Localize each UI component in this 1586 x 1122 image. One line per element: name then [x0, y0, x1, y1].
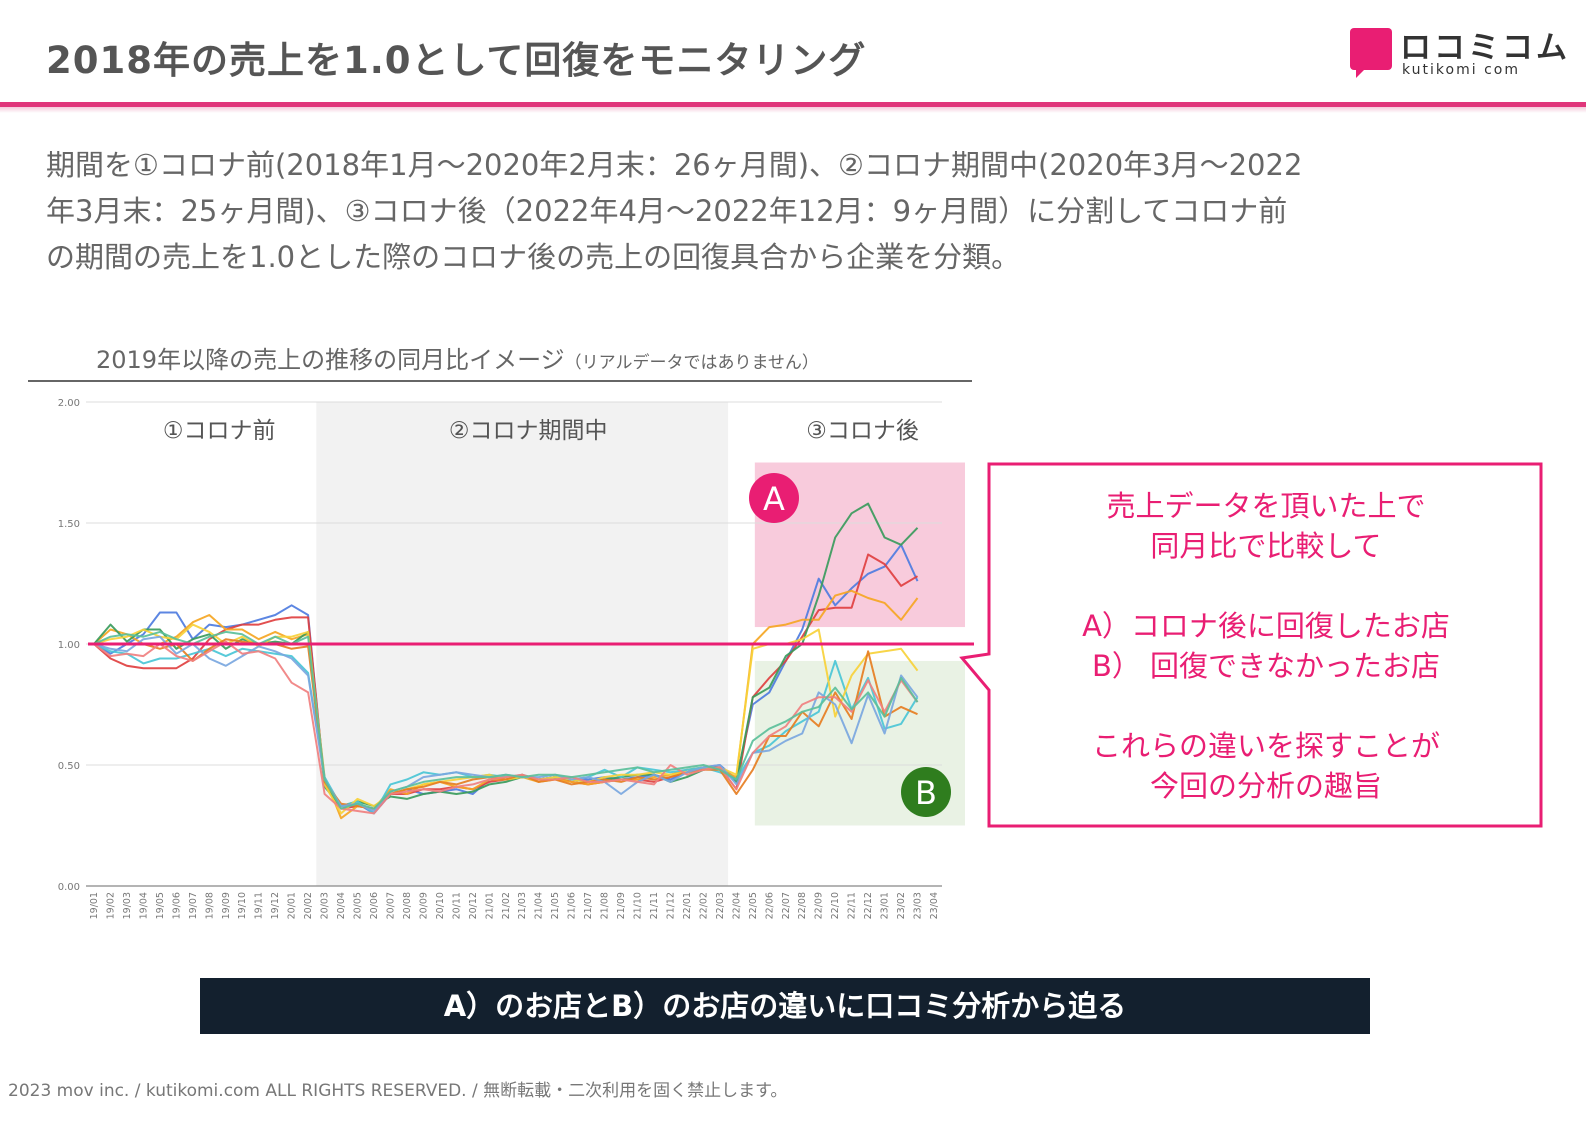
x-tick-label: 23/01 [880, 892, 891, 919]
intro-line: 期間を①コロナ前(2018年1月〜2020年2月末：26ヶ月間)、②コロナ期間中… [46, 148, 1303, 182]
intro-text: 期間を①コロナ前(2018年1月〜2020年2月末：26ヶ月間)、②コロナ期間中… [46, 142, 1486, 280]
period-label: ②コロナ期間中 [449, 418, 608, 444]
x-tick-label: 21/07 [583, 892, 594, 919]
x-tick-label: 22/03 [715, 892, 726, 919]
x-tick-label: 22/07 [781, 892, 792, 919]
series-line [93, 630, 919, 810]
x-tick-label: 19/11 [254, 892, 265, 919]
intro-line: 年3月末：25ヶ月間)、③コロナ後（2022年4月〜2022年12月：9ヶ月間）… [46, 194, 1288, 228]
x-tick-label: 20/11 [451, 892, 462, 919]
x-tick-label: 19/07 [188, 892, 199, 919]
x-tick-label: 21/03 [517, 892, 528, 919]
x-tick-label: 20/05 [353, 892, 364, 919]
x-tick-label: 20/10 [435, 892, 446, 919]
x-tick-label: 21/10 [633, 892, 644, 919]
header-divider [0, 102, 1586, 107]
x-tick-label: 20/06 [369, 892, 380, 919]
speech-bubble-tail [1356, 68, 1366, 78]
x-tick-label: 19/02 [105, 892, 116, 919]
chart-title-underline [28, 380, 972, 382]
x-tick-label: 19/01 [89, 892, 100, 919]
x-tick-label: 21/12 [665, 892, 676, 919]
y-tick-label: 1.00 [58, 640, 80, 651]
x-tick-label: 20/09 [418, 892, 429, 919]
x-tick-label: 20/07 [385, 892, 396, 919]
callout-line: B） 回復できなかったお店 [1091, 649, 1441, 683]
page-title: 2018年の売上を1.0として回復をモニタリング [46, 39, 867, 82]
callout-line: 同月比で比較して [1150, 529, 1382, 563]
period-label: ③コロナ後 [806, 418, 919, 444]
brand-logo[interactable]: ロコミコム kutikomi com [1350, 24, 1570, 84]
x-tick-label: 21/05 [550, 892, 561, 919]
x-tick-label: 19/08 [204, 892, 215, 919]
x-tick-label: 21/09 [616, 892, 627, 919]
x-tick-label: 19/04 [138, 892, 149, 919]
y-tick-label: 1.50 [58, 519, 80, 530]
x-tick-label: 22/06 [764, 892, 775, 919]
x-tick-label: 20/08 [402, 892, 413, 919]
group-a-label: A [763, 480, 785, 518]
x-tick-label: 22/11 [847, 892, 858, 919]
x-tick-label: 22/09 [814, 892, 825, 919]
callout-line: A）コロナ後に回復したお店 [1082, 609, 1450, 643]
x-tick-label: 21/11 [649, 892, 660, 919]
footer-copyright: 2023 mov inc. / kutikomi.com ALL RIGHTS … [8, 1081, 788, 1101]
x-tick-label: 22/12 [863, 892, 874, 919]
x-tick-label: 22/02 [698, 892, 709, 919]
x-tick-label: 22/05 [748, 892, 759, 919]
x-tick-label: 21/08 [600, 892, 611, 919]
intro-line: の期間の売上を1.0とした際のコロナ後の売上の回復具合から企業を分類。 [46, 240, 1021, 274]
callout-line: 売上データを頂いた上で [1106, 489, 1426, 523]
callout-text: 売上データを頂いた上で 同月比で比較して A）コロナ後に回復したお店 B） 回復… [996, 486, 1536, 806]
callout-line: 今回の分析の趣旨 [1149, 769, 1382, 803]
x-tick-label: 19/03 [122, 892, 133, 919]
x-tick-label: 19/10 [237, 892, 248, 919]
x-tick-label: 20/04 [336, 892, 347, 919]
logo-subtext: kutikomi com [1402, 62, 1520, 78]
x-tick-label: 22/01 [682, 892, 693, 919]
x-tick-label: 21/02 [501, 892, 512, 919]
y-tick-label: 0.50 [58, 761, 80, 772]
x-tick-label: 23/03 [913, 892, 924, 919]
x-tick-label: 22/10 [830, 892, 841, 919]
group-b-marker [901, 767, 951, 817]
callout-line: これらの違いを探すことが [1091, 729, 1440, 763]
x-tick-label: 20/01 [287, 892, 298, 919]
x-tick-label: 22/08 [797, 892, 808, 919]
callout-box [959, 462, 1543, 828]
group-b-label: B [915, 774, 937, 812]
series-line [93, 640, 919, 815]
period-label: ①コロナ前 [163, 418, 276, 444]
header-divider-shadow [0, 107, 1586, 113]
x-tick-label: 21/06 [567, 892, 578, 919]
x-tick-label: 19/12 [270, 892, 281, 919]
x-tick-label: 19/05 [155, 892, 166, 919]
x-tick-label: 20/02 [303, 892, 314, 919]
y-tick-label: 0.00 [58, 882, 80, 893]
x-tick-label: 21/04 [534, 892, 545, 919]
speech-bubble-icon [1350, 28, 1392, 70]
x-tick-label: 19/09 [221, 892, 232, 919]
y-tick-label: 2.00 [58, 398, 80, 409]
x-tick-label: 23/02 [896, 892, 907, 919]
series-line [94, 638, 918, 810]
chart-title-note: （リアルデータではありません） [564, 353, 819, 373]
x-tick-label: 23/04 [929, 892, 940, 919]
chart-title: 2019年以降の売上の推移の同月比イメージ（リアルデータではありません） [96, 340, 819, 375]
chart-title-main: 2019年以降の売上の推移の同月比イメージ [96, 346, 565, 374]
x-tick-label: 20/12 [468, 892, 479, 919]
x-tick-label: 22/04 [731, 892, 742, 919]
group-a-marker [749, 473, 799, 523]
x-tick-label: 19/06 [171, 892, 182, 919]
x-tick-label: 20/03 [320, 892, 331, 919]
x-tick-label: 21/01 [484, 892, 495, 919]
logo-text: ロコミコム [1400, 30, 1570, 66]
conclusion-banner: A）のお店とB）のお店の違いに口コミ分析から迫る [200, 978, 1370, 1034]
